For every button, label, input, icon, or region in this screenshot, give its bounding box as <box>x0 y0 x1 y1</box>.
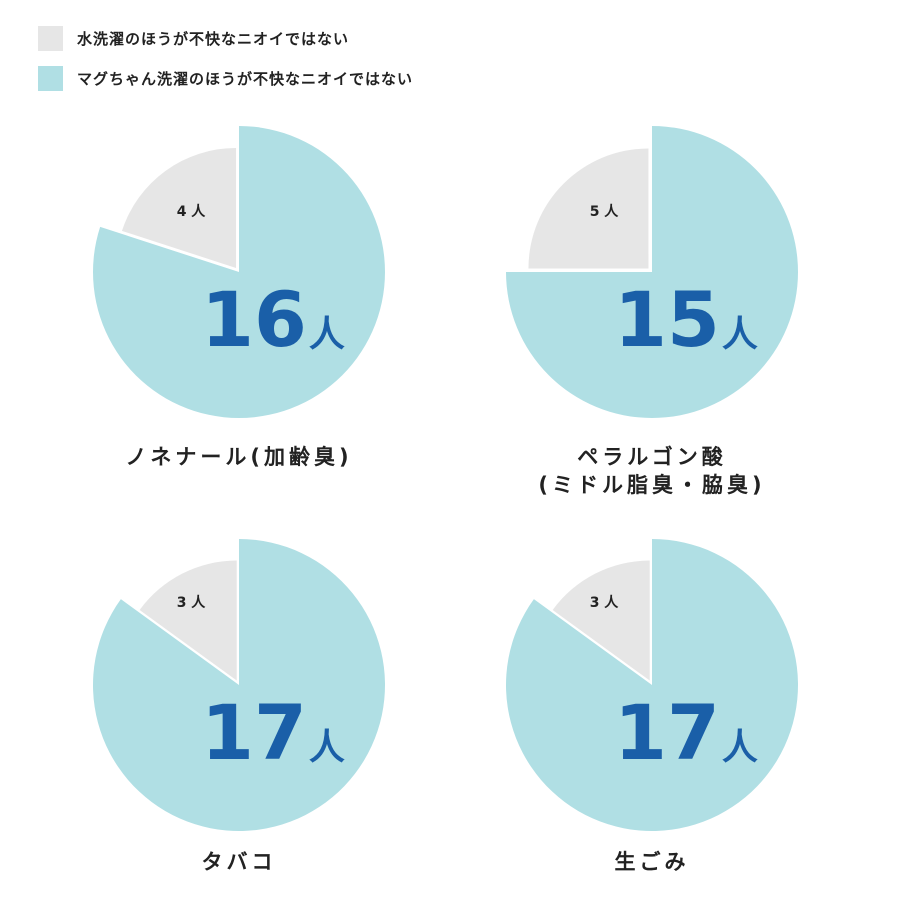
data-value: 15 <box>614 275 720 364</box>
chart-title: ノネナール(加齢臭) <box>39 443 439 471</box>
pie-chart: 5 人 15人 <box>502 122 802 422</box>
pie-slice-water <box>121 147 237 268</box>
data-value: 17 <box>614 688 720 777</box>
legend-swatch-gray <box>38 26 63 51</box>
pie-slice-water <box>552 560 650 681</box>
data-label-magchan: 15人 <box>614 275 758 364</box>
pie-chart: 4 人 16人 <box>89 122 389 422</box>
data-value: 17 <box>201 688 307 777</box>
legend-swatch-blue <box>38 66 63 91</box>
data-unit: 人 <box>722 314 758 355</box>
chart-title-line: 生ごみ <box>614 850 690 874</box>
data-label-magchan: 16人 <box>201 275 345 364</box>
legend-label: 水洗濯のほうが不快なニオイではない <box>77 30 350 48</box>
chart-title-line: タバコ <box>201 850 277 874</box>
pie-slice-magchan <box>506 126 798 418</box>
legend-item-magchan: マグちゃん洗濯のほうが不快なニオイではない <box>38 66 413 91</box>
chart-title-line: (ミドル脂臭・脇臭) <box>538 473 766 497</box>
data-label-water: 3 人 <box>177 594 207 611</box>
data-label-water: 5 人 <box>590 203 620 220</box>
legend-label: マグちゃん洗濯のほうが不快なニオイではない <box>77 70 414 88</box>
legend-item-water: 水洗濯のほうが不快なニオイではない <box>38 26 349 51</box>
pie-svg: 3 人 17人 <box>506 539 798 831</box>
pie-slice-magchan <box>93 126 386 418</box>
pie-svg: 4 人 16人 <box>93 126 386 418</box>
pie-chart: 3 人 17人 <box>502 535 802 835</box>
chart-title-line: ノネナール(加齢臭) <box>125 445 353 469</box>
data-unit: 人 <box>722 727 758 768</box>
data-unit: 人 <box>309 727 345 768</box>
data-value: 16 <box>201 275 307 364</box>
pie-slice-magchan <box>93 539 385 831</box>
pie-svg: 3 人 17人 <box>93 539 385 831</box>
pie-svg: 5 人 15人 <box>506 126 798 418</box>
pie-slice-water <box>528 148 649 269</box>
pie-slice-magchan <box>506 539 798 831</box>
data-label-magchan: 17人 <box>614 688 758 777</box>
chart-title: 生ごみ <box>452 848 852 876</box>
data-label-magchan: 17人 <box>201 688 345 777</box>
data-unit: 人 <box>309 314 345 355</box>
data-label-water: 3 人 <box>590 594 620 611</box>
pie-slice-water <box>139 560 237 681</box>
pie-chart: 3 人 17人 <box>89 535 389 835</box>
chart-title-line: ペラルゴン酸 <box>577 445 727 469</box>
chart-title: ペラルゴン酸 (ミドル脂臭・脇臭) <box>452 443 852 499</box>
data-label-water: 4 人 <box>177 203 207 220</box>
chart-title: タバコ <box>39 848 439 876</box>
